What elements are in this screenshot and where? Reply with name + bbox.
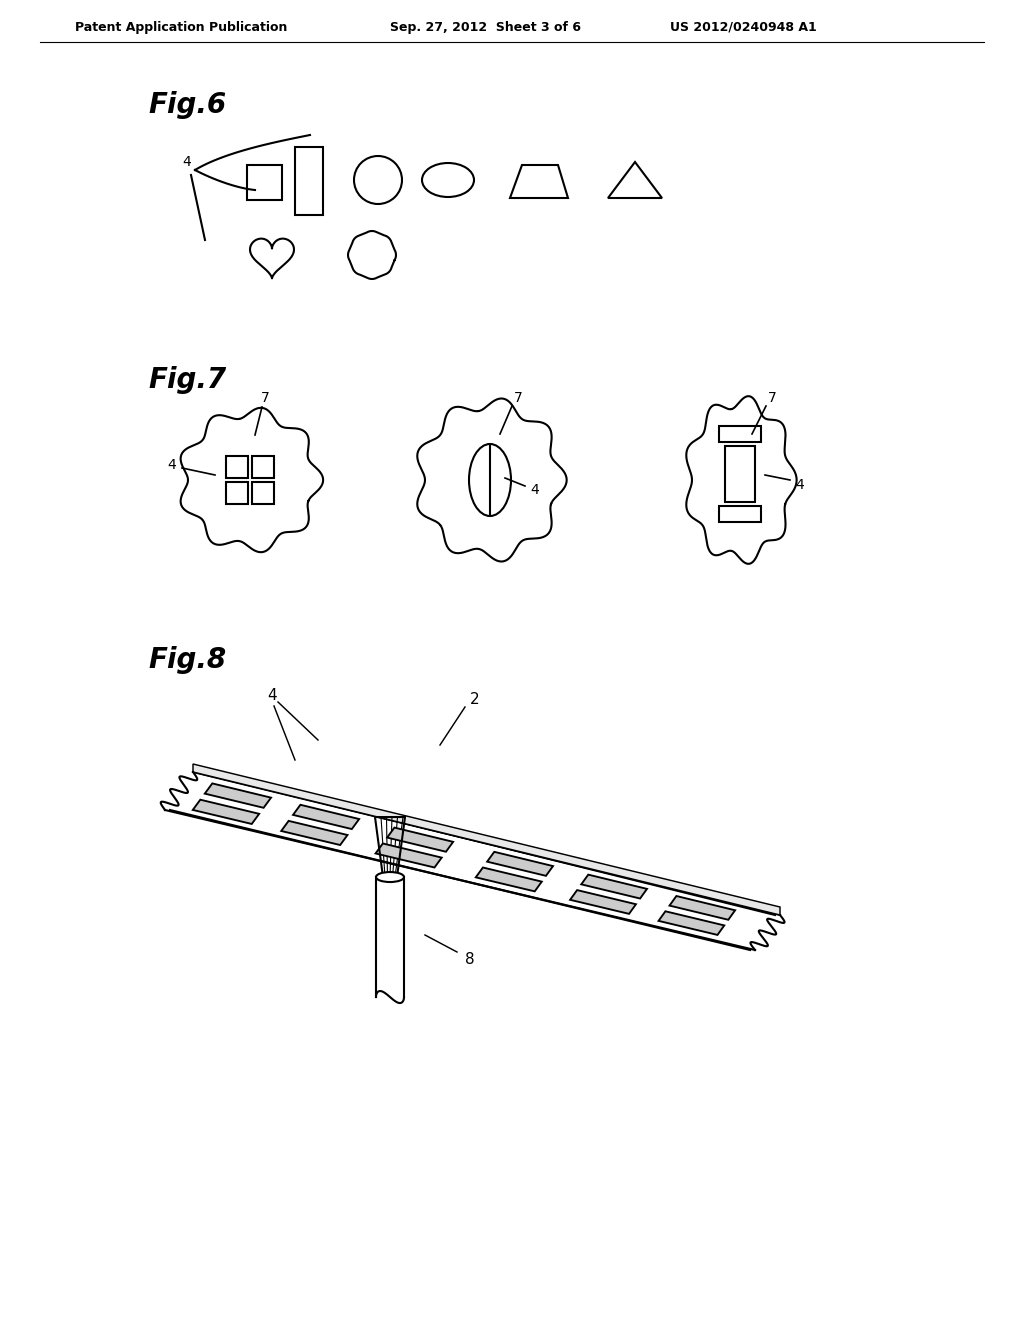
Bar (295, 147, 323, 215)
Bar (252, 455, 274, 478)
Text: Fig.6: Fig.6 (148, 91, 226, 119)
Text: Fig.8: Fig.8 (148, 645, 226, 675)
Polygon shape (205, 783, 271, 808)
Text: 4: 4 (182, 154, 191, 169)
Text: Patent Application Publication: Patent Application Publication (75, 21, 288, 33)
Polygon shape (376, 843, 441, 867)
Text: 7: 7 (514, 391, 522, 405)
Ellipse shape (376, 873, 404, 882)
Text: US 2012/0240948 A1: US 2012/0240948 A1 (670, 21, 817, 33)
Polygon shape (582, 875, 647, 899)
Polygon shape (293, 805, 359, 829)
Polygon shape (165, 772, 780, 950)
Bar (719, 506, 761, 521)
Bar (226, 482, 248, 504)
Bar (725, 446, 755, 502)
Text: Sep. 27, 2012  Sheet 3 of 6: Sep. 27, 2012 Sheet 3 of 6 (390, 21, 581, 33)
Polygon shape (387, 828, 454, 851)
Polygon shape (193, 764, 780, 915)
Text: 8: 8 (465, 953, 475, 968)
Polygon shape (193, 800, 259, 824)
Text: 7: 7 (768, 391, 776, 405)
Bar (226, 455, 248, 478)
Text: 4: 4 (796, 478, 805, 492)
Polygon shape (476, 867, 542, 891)
Polygon shape (282, 821, 347, 845)
Text: 4: 4 (530, 483, 540, 498)
Polygon shape (570, 890, 636, 913)
Text: 7: 7 (261, 391, 269, 405)
Text: 4: 4 (267, 688, 276, 702)
Text: Fig.7: Fig.7 (148, 366, 226, 393)
Polygon shape (670, 896, 735, 920)
Text: 4: 4 (168, 458, 176, 473)
Bar (247, 165, 282, 201)
Polygon shape (487, 851, 553, 876)
Text: 2: 2 (470, 693, 480, 708)
Bar (719, 426, 761, 442)
Bar (252, 482, 274, 504)
Polygon shape (658, 911, 724, 935)
